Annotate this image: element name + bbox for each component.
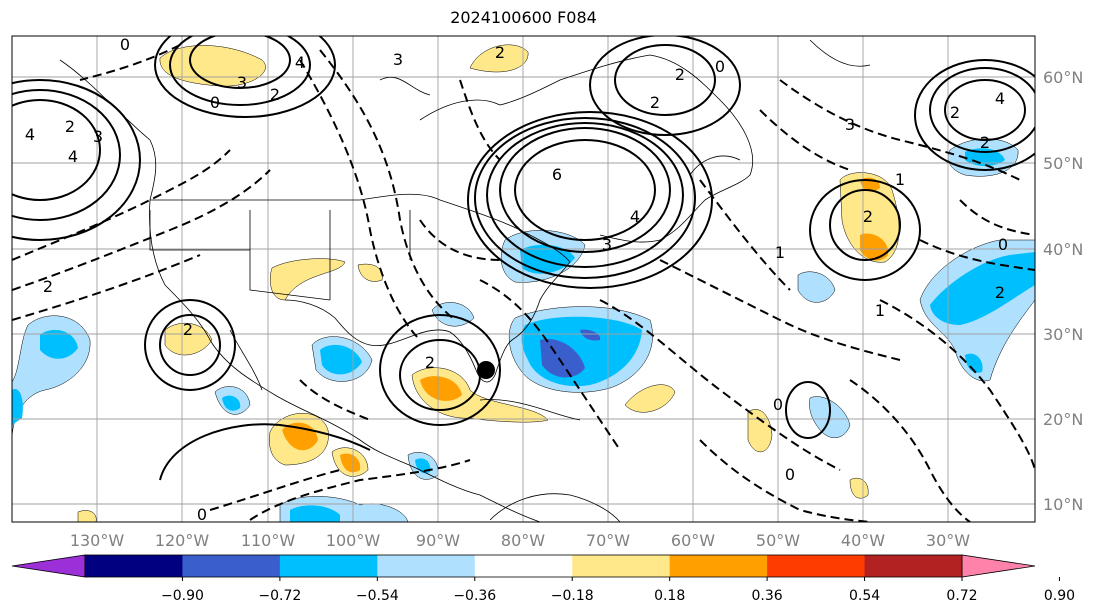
svg-text:2: 2 [425, 353, 435, 372]
svg-text:3: 3 [602, 235, 612, 254]
svg-text:0: 0 [210, 93, 220, 112]
svg-text:1: 1 [775, 243, 785, 262]
colorbar-bin [669, 555, 768, 577]
colorbar-bin [377, 555, 476, 577]
svg-text:2: 2 [650, 93, 660, 112]
colorbar-tick-label: 0.90 [1044, 588, 1075, 604]
svg-text:3: 3 [393, 50, 403, 69]
shaded-positive-anomalies [77, 44, 900, 522]
svg-text:0: 0 [998, 235, 1008, 254]
svg-text:120°W: 120°W [155, 531, 210, 550]
colorbar-bin [182, 555, 281, 577]
svg-text:3: 3 [93, 127, 103, 146]
svg-text:2: 2 [495, 43, 505, 62]
svg-text:0: 0 [715, 57, 725, 76]
svg-text:20°N: 20°N [1043, 410, 1083, 429]
svg-text:2: 2 [270, 85, 280, 104]
coastlines [59, 39, 871, 522]
colorbar-bin [85, 555, 183, 577]
svg-text:0: 0 [197, 505, 207, 524]
map-frame [11, 35, 1036, 523]
dashed-contours [12, 44, 1035, 522]
svg-text:40°W: 40°W [841, 531, 885, 550]
colorbar-tick-label: −0.36 [453, 588, 496, 604]
svg-text:60°W: 60°W [671, 531, 715, 550]
colorbar-tick-label: 0.36 [752, 588, 783, 604]
svg-text:50°W: 50°W [756, 531, 800, 550]
svg-text:2: 2 [950, 103, 960, 122]
svg-text:2: 2 [43, 277, 53, 296]
svg-text:2: 2 [863, 207, 873, 226]
latitude-labels: 60°N 50°N 40°N 30°N 20°N 10°N [1043, 68, 1083, 514]
colorbar-bin [279, 555, 378, 577]
svg-text:6: 6 [552, 165, 562, 184]
svg-text:4: 4 [630, 207, 640, 226]
svg-text:130°W: 130°W [70, 531, 125, 550]
svg-text:90°W: 90°W [416, 531, 460, 550]
contour-labels: 0 4 3 2 4 2 3 0 4 6 4 3 2 2 3 2 0 2 4 2 … [25, 35, 1008, 524]
colorbar-tick-label: −0.18 [551, 588, 594, 604]
svg-text:2: 2 [183, 320, 193, 339]
colorbar-extend-low [11, 554, 86, 578]
svg-text:4: 4 [68, 147, 78, 166]
svg-text:0: 0 [120, 35, 130, 54]
colorbar-extend-high [961, 554, 1036, 578]
graticule [12, 36, 1035, 522]
svg-text:30°N: 30°N [1043, 325, 1083, 344]
svg-text:60°N: 60°N [1043, 68, 1083, 87]
svg-text:2: 2 [675, 65, 685, 84]
colorbar-tick-label: 0.18 [654, 588, 685, 604]
svg-text:100°W: 100°W [326, 531, 381, 550]
colorbar-tick-label: −0.90 [161, 588, 204, 604]
svg-text:110°W: 110°W [241, 531, 296, 550]
svg-text:2: 2 [995, 283, 1005, 302]
svg-text:2: 2 [65, 117, 75, 136]
svg-text:10°N: 10°N [1043, 495, 1083, 514]
svg-text:0: 0 [773, 395, 783, 414]
svg-text:30°W: 30°W [926, 531, 970, 550]
svg-text:80°W: 80°W [501, 531, 545, 550]
colorbar-bin [572, 555, 671, 577]
colorbar-bin [767, 555, 866, 577]
svg-text:4: 4 [295, 53, 305, 72]
colorbar-bin [864, 555, 963, 577]
svg-text:3: 3 [845, 115, 855, 134]
colorbar-tick-label: −0.54 [356, 588, 399, 604]
storm-center-marker [477, 361, 495, 379]
colorbar-tick-label: −0.72 [258, 588, 301, 604]
colorbar-border [84, 554, 963, 578]
svg-text:1: 1 [875, 301, 885, 320]
svg-text:2: 2 [980, 133, 990, 152]
colorbar-tick-label: 0.72 [946, 588, 977, 604]
svg-text:0: 0 [785, 465, 795, 484]
svg-text:40°N: 40°N [1043, 240, 1083, 259]
svg-text:50°N: 50°N [1043, 154, 1083, 173]
longitude-labels: 130°W 120°W 110°W 100°W 90°W 80°W 70°W 6… [70, 531, 970, 550]
colorbar: −0.90 −0.72 −0.54 −0.36 −0.18 0.18 0.36 0.54 0.7… [11, 554, 1075, 604]
map-title: 2024100600 F084 [450, 8, 597, 27]
svg-text:70°W: 70°W [586, 531, 630, 550]
svg-text:1: 1 [895, 170, 905, 189]
svg-text:4: 4 [25, 125, 35, 144]
svg-text:4: 4 [995, 89, 1005, 108]
svg-text:3: 3 [237, 73, 247, 92]
colorbar-bin [474, 555, 573, 577]
solid-contours [12, 36, 1035, 481]
colorbar-tick-label: 0.54 [849, 588, 880, 604]
